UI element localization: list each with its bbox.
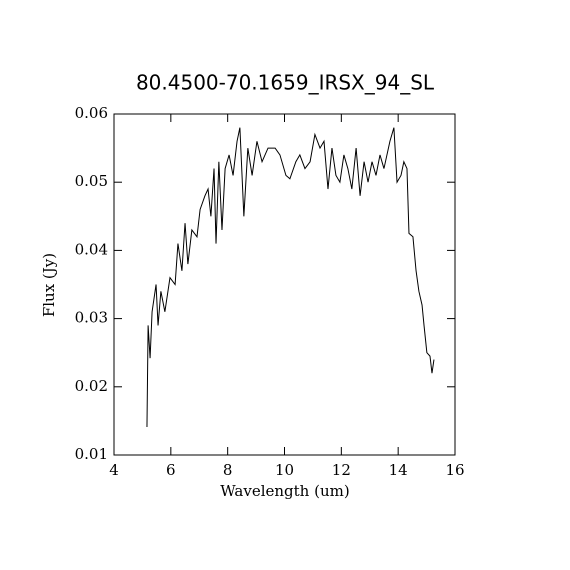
chart-title: 80.4500-70.1659_IRSX_94_SL (136, 71, 435, 95)
x-tick-label: 8 (223, 461, 233, 479)
y-tick-label: 0.04 (75, 240, 108, 258)
x-axis-label: Wavelength (um) (220, 482, 349, 500)
y-tick-label: 0.05 (75, 172, 108, 190)
x-tick-label: 10 (275, 461, 294, 479)
x-tick-label: 14 (389, 461, 408, 479)
x-tick-label: 6 (166, 461, 176, 479)
y-tick-label: 0.06 (75, 104, 108, 122)
y-tick-label: 0.02 (75, 377, 108, 395)
x-tick-label: 16 (445, 461, 464, 479)
y-tick-label: 0.01 (75, 445, 108, 463)
y-tick-label: 0.03 (75, 309, 108, 327)
x-tick-label: 12 (332, 461, 351, 479)
y-axis-label: Flux (Jy) (40, 253, 58, 317)
x-tick-label: 4 (109, 461, 119, 479)
data-line (146, 127, 435, 428)
